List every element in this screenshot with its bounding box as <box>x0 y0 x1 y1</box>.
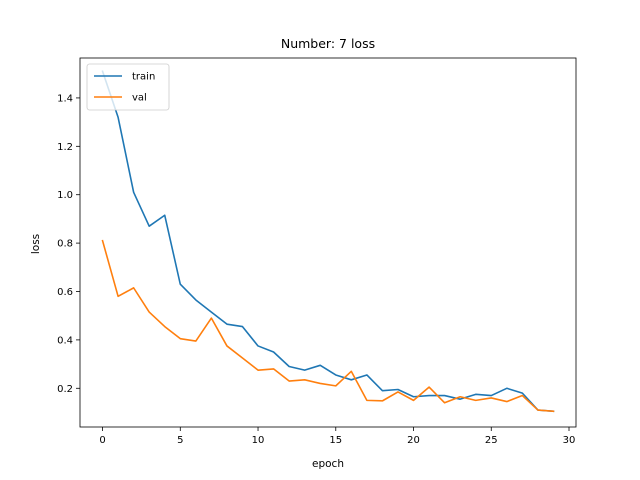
series-line-val <box>101 239 555 413</box>
legend-label-train: train <box>132 72 155 83</box>
y-tick-label: 0.4 <box>57 335 73 346</box>
legend-label-val: val <box>132 93 147 104</box>
plot-area <box>79 57 577 428</box>
y-axis: 0.2 0.4 0.6 0.8 1.0 1.2 1.4 <box>57 93 80 395</box>
plot-frame <box>79 57 577 428</box>
y-tick-label: 0.6 <box>57 287 73 298</box>
x-tick-label: 15 <box>329 435 342 446</box>
y-axis-label: loss <box>30 234 42 254</box>
x-axis: 0 5 10 15 20 25 30 <box>99 427 575 446</box>
x-tick-label: 25 <box>485 435 498 446</box>
x-tick-label: 5 <box>177 435 183 446</box>
y-tick-label: 0.8 <box>57 239 73 250</box>
x-tick-label: 10 <box>252 435 265 446</box>
x-axis-label: epoch <box>312 458 344 470</box>
x-tick-label: 30 <box>563 435 576 446</box>
x-tick-label: 0 <box>99 435 105 446</box>
y-tick-label: 0.2 <box>57 384 73 395</box>
legend: train val <box>86 63 170 111</box>
x-tick-label: 20 <box>407 435 420 446</box>
series-lines <box>101 70 555 413</box>
chart-title: Number: 7 loss <box>281 36 375 51</box>
y-tick-label: 1.2 <box>57 142 73 153</box>
legend-box <box>86 63 170 111</box>
y-tick-label: 1.4 <box>57 93 73 104</box>
y-tick-label: 1.0 <box>57 190 73 201</box>
series-line-train <box>101 70 555 413</box>
